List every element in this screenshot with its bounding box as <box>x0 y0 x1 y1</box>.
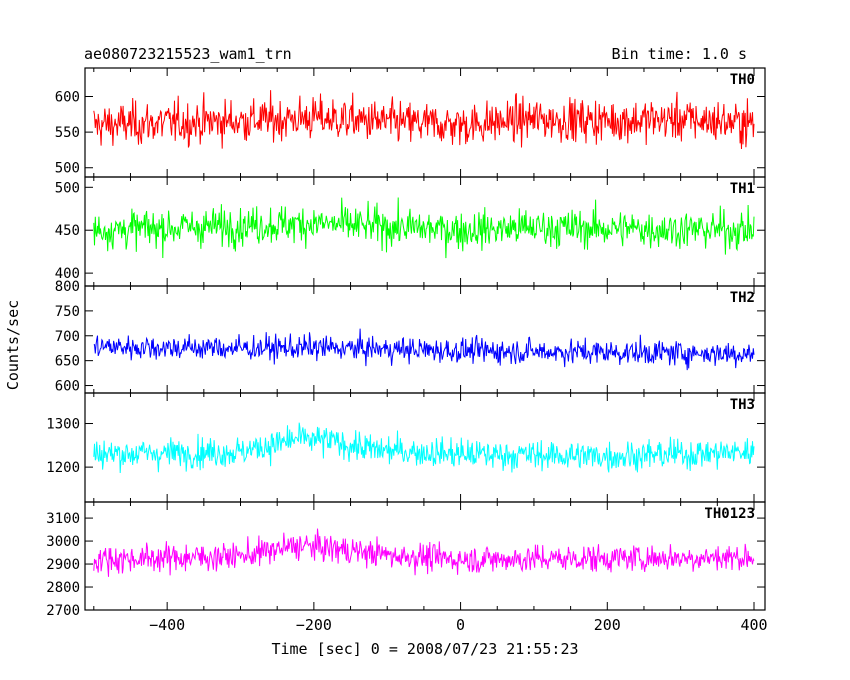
y-tick-label: 3100 <box>46 511 80 527</box>
y-tick-label: 1300 <box>46 417 80 433</box>
y-tick-label: 400 <box>55 266 80 282</box>
panel-label-th0: TH0 <box>730 72 755 88</box>
y-tick-label: 2700 <box>46 603 80 619</box>
y-tick-label: 2900 <box>46 557 80 573</box>
panel-label-th1: TH1 <box>730 181 755 197</box>
bin-time-label: Bin time: 1.0 s <box>612 45 747 63</box>
y-tick-label: 2800 <box>46 580 80 596</box>
panels-group: TH0 500 550 600 TH1 400 450 500 TH2 600 650 700 750 8… <box>46 67 768 634</box>
x-axis-label: Time [sec] 0 = 2008/07/23 21:55:23 <box>271 640 578 658</box>
series-th1-line <box>93 197 755 259</box>
x-tick-label: −400 <box>149 616 185 634</box>
y-tick-label: 600 <box>55 89 80 105</box>
x-tick-label: 200 <box>594 616 621 634</box>
y-tick-label: 650 <box>55 354 80 370</box>
series-th2-line <box>93 328 755 371</box>
chart-title: ae080723215523_wam1_trn <box>84 45 292 63</box>
panel-frame-th3 <box>84 392 766 503</box>
panel-label-th3: TH3 <box>730 397 755 413</box>
y-tick-label: 500 <box>55 161 80 177</box>
y-tick-label: 450 <box>55 223 80 239</box>
panel-label-th0123: TH0123 <box>704 506 755 522</box>
y-axis-label: Counts/sec <box>4 300 22 390</box>
panel-frame-th2 <box>84 285 766 394</box>
x-tick-label: 400 <box>740 616 767 634</box>
series-th0-line <box>93 90 755 150</box>
y-tick-label: 800 <box>55 279 80 295</box>
y-tick-label: 550 <box>55 125 80 141</box>
y-tick-label: 3000 <box>46 534 80 550</box>
panel-frame-th0123 <box>84 501 766 611</box>
series-th3-line <box>93 422 755 474</box>
x-tick-label: 0 <box>456 616 465 634</box>
y-tick-label: 750 <box>55 304 80 320</box>
series-th0123-line <box>93 528 755 577</box>
y-tick-label: 600 <box>55 379 80 395</box>
y-tick-label: 500 <box>55 180 80 196</box>
y-tick-label: 700 <box>55 329 80 345</box>
y-tick-label: 1200 <box>46 460 80 476</box>
panel-label-th2: TH2 <box>730 290 755 306</box>
x-tick-label: −200 <box>296 616 332 634</box>
